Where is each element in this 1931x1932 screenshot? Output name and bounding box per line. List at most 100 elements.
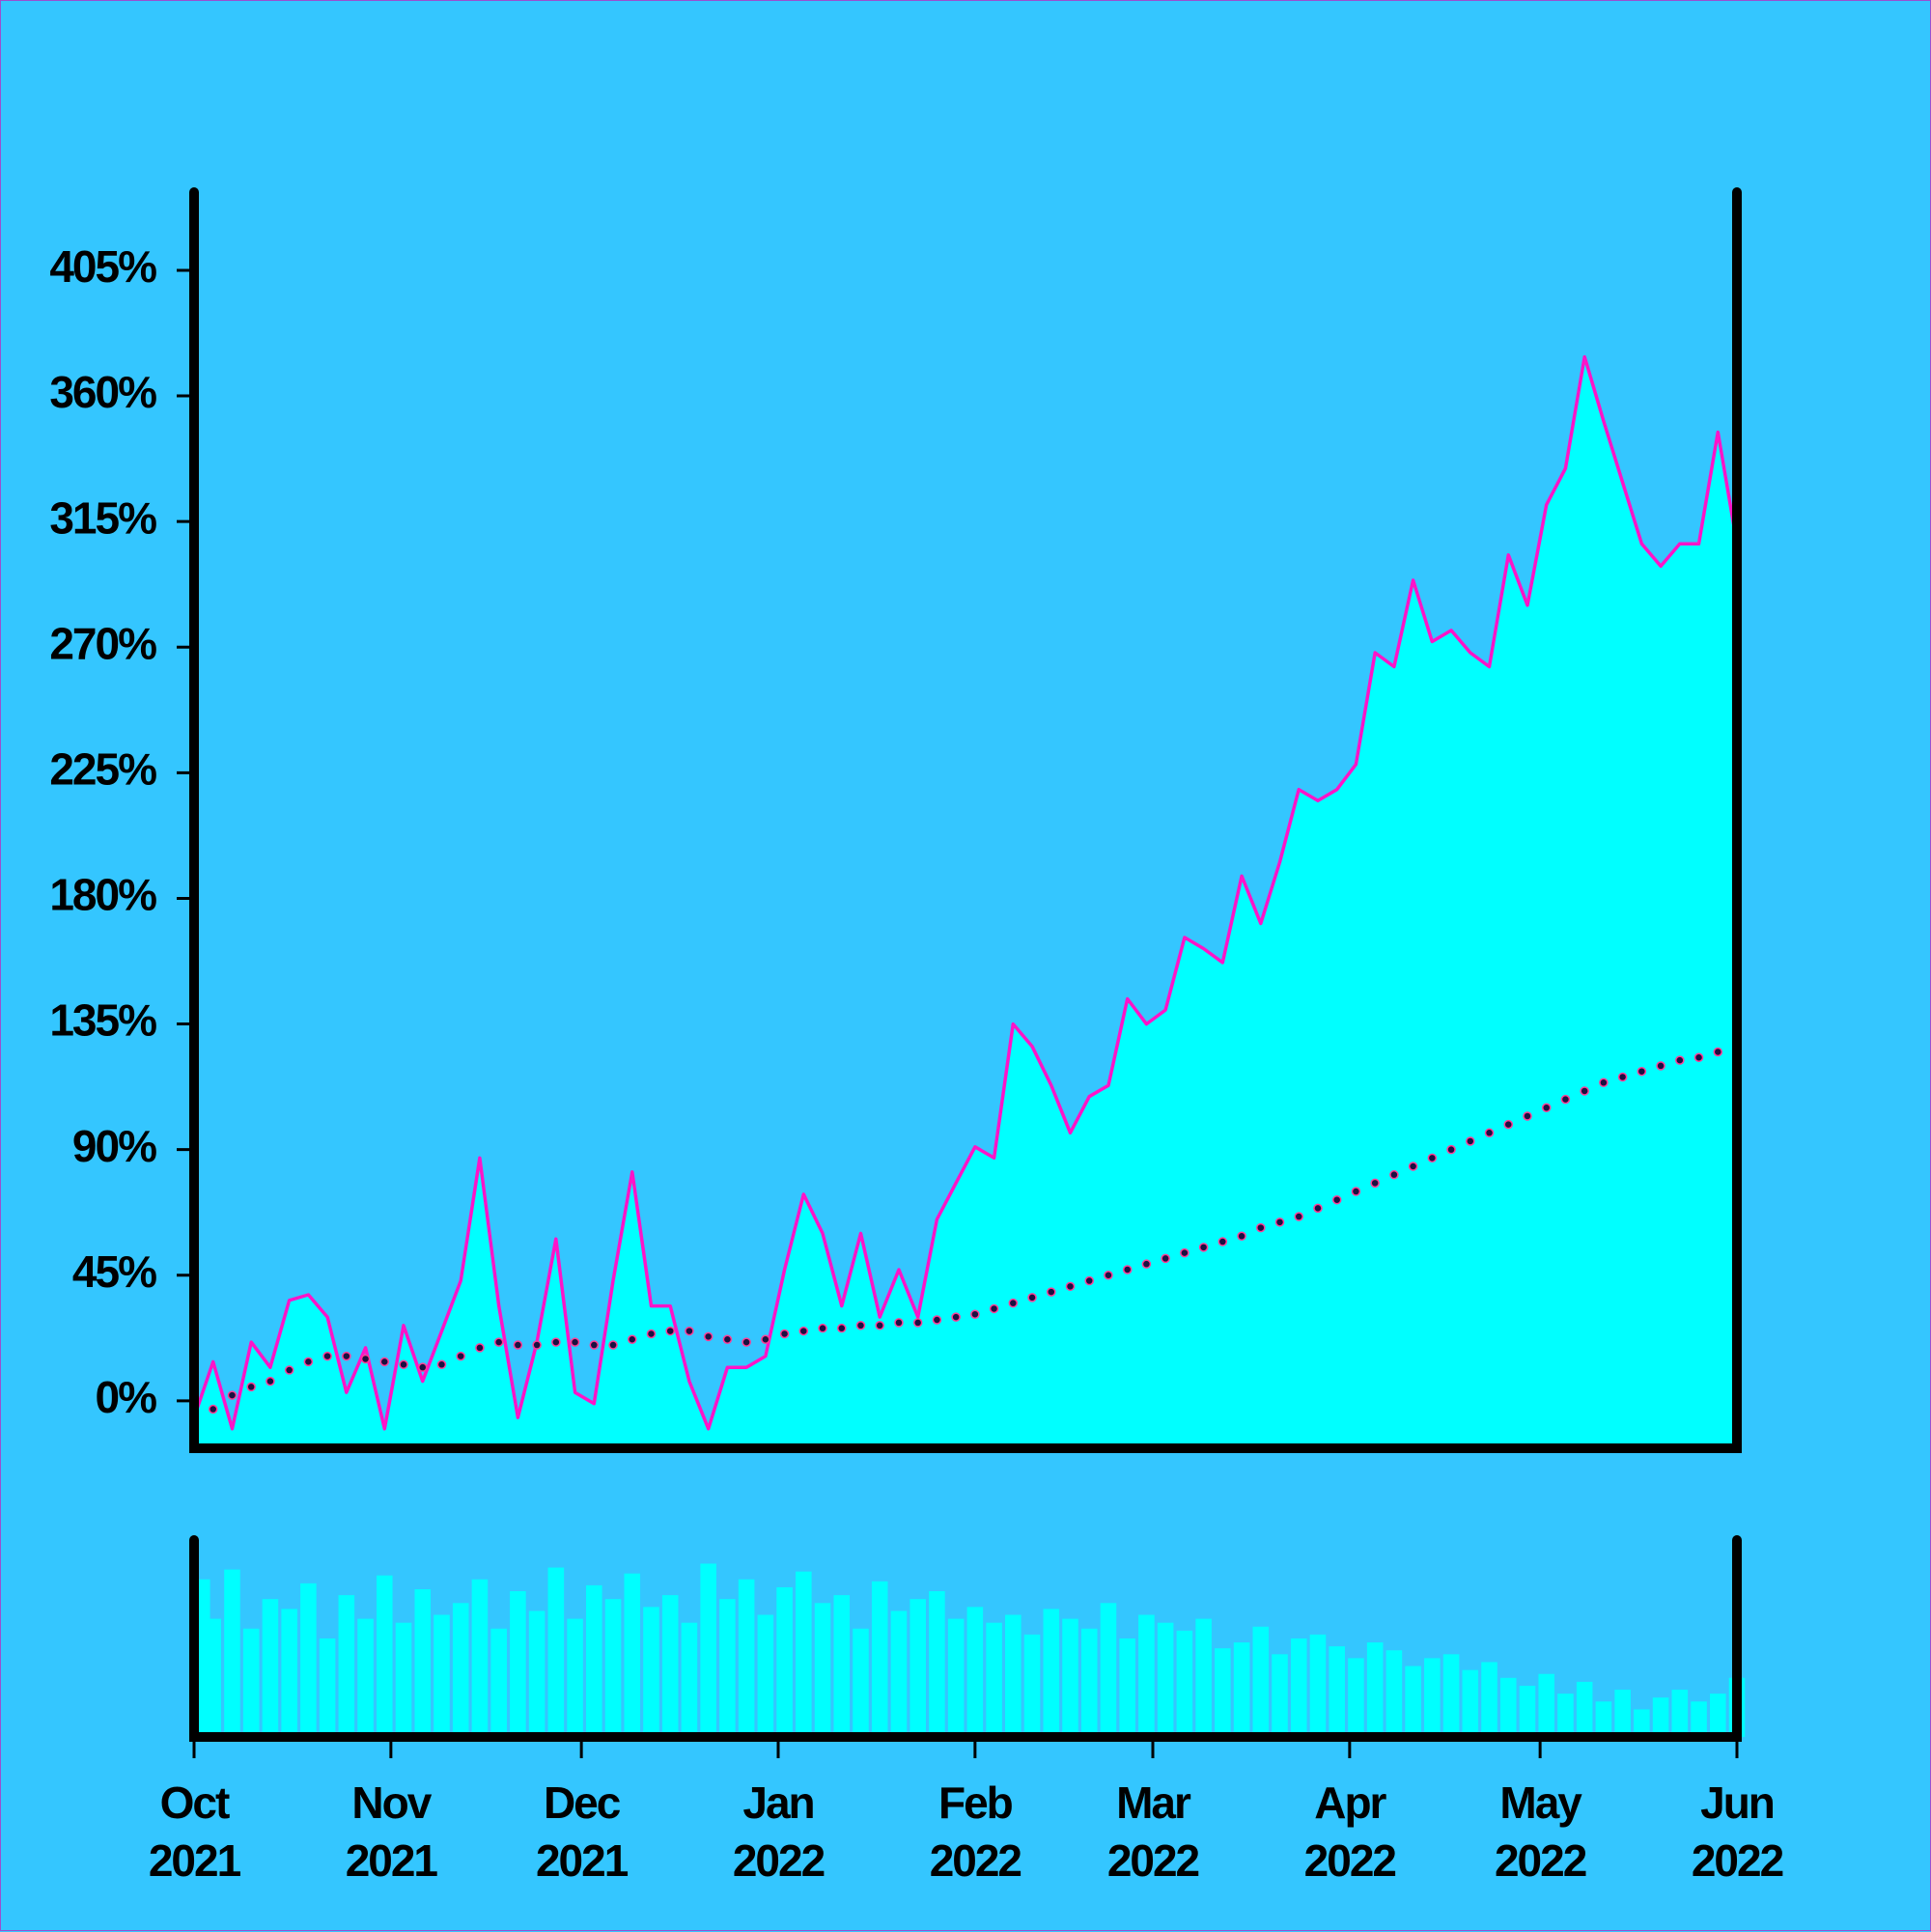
volume-bar bbox=[1671, 1690, 1689, 1737]
volume-bar bbox=[1195, 1618, 1212, 1737]
volume-bar bbox=[510, 1591, 526, 1737]
volume-bar bbox=[624, 1573, 641, 1737]
average-dot bbox=[246, 1382, 256, 1392]
volume-bar bbox=[1652, 1697, 1669, 1737]
x-tick-label: Jun 2022 bbox=[1691, 1778, 1784, 1886]
average-dot bbox=[589, 1340, 600, 1350]
average-dot bbox=[493, 1337, 504, 1347]
average-dot bbox=[1408, 1162, 1418, 1171]
volume-bar bbox=[1100, 1603, 1117, 1737]
volume-bar bbox=[1634, 1709, 1650, 1737]
average-dot bbox=[989, 1303, 999, 1314]
average-dot bbox=[912, 1318, 923, 1328]
volume-bar bbox=[281, 1609, 297, 1737]
average-dot bbox=[1484, 1128, 1495, 1138]
volume-bar bbox=[757, 1614, 774, 1737]
volume-bar bbox=[1709, 1694, 1726, 1737]
average-dot bbox=[1065, 1281, 1076, 1292]
volume-bar bbox=[377, 1575, 393, 1737]
average-dot bbox=[208, 1404, 218, 1414]
volume-bar bbox=[395, 1622, 412, 1737]
y-tick-label: 135% bbox=[49, 995, 156, 1046]
y-tick-label: 405% bbox=[49, 241, 156, 292]
volume-bar bbox=[1119, 1638, 1135, 1737]
volume-bar bbox=[1576, 1681, 1593, 1737]
volume-bar bbox=[1043, 1609, 1060, 1737]
volume-bar bbox=[1405, 1666, 1421, 1737]
y-tick-label: 225% bbox=[49, 744, 156, 795]
average-dot bbox=[628, 1334, 637, 1344]
y-tick-label: 0% bbox=[96, 1372, 157, 1422]
volume-bar bbox=[452, 1603, 469, 1737]
volume-bar bbox=[262, 1599, 279, 1737]
average-dot bbox=[322, 1351, 332, 1361]
volume-bar bbox=[1519, 1685, 1536, 1737]
x-tick-label: Jan 2022 bbox=[732, 1778, 826, 1886]
volume-bar bbox=[929, 1591, 945, 1737]
average-dot bbox=[951, 1312, 961, 1322]
average-dot bbox=[1084, 1275, 1094, 1286]
volume-bar bbox=[1348, 1658, 1364, 1737]
average-dot bbox=[1466, 1136, 1475, 1146]
volume-bar bbox=[1481, 1662, 1497, 1737]
volume-bar bbox=[947, 1618, 965, 1737]
volume-bar bbox=[890, 1610, 908, 1737]
average-dot bbox=[1294, 1212, 1303, 1221]
average-dot bbox=[1274, 1218, 1285, 1227]
volume-bar bbox=[1595, 1701, 1612, 1737]
volume-bar bbox=[796, 1571, 812, 1737]
average-dot bbox=[1446, 1144, 1456, 1155]
average-dot bbox=[1580, 1086, 1589, 1096]
volume-bar bbox=[434, 1614, 450, 1737]
average-dot bbox=[342, 1351, 351, 1361]
average-dot bbox=[266, 1376, 275, 1386]
average-dot bbox=[303, 1357, 314, 1367]
volume-bar bbox=[1557, 1694, 1574, 1737]
average-dot bbox=[417, 1362, 428, 1372]
average-dot bbox=[1217, 1237, 1228, 1246]
average-dot bbox=[855, 1321, 866, 1330]
volume-bar bbox=[643, 1607, 659, 1737]
average-dot bbox=[1008, 1298, 1019, 1308]
y-tick-label: 360% bbox=[49, 367, 156, 417]
volume-bar bbox=[1329, 1646, 1345, 1737]
x-tick-label: Apr 2022 bbox=[1303, 1778, 1397, 1886]
volume-bar bbox=[661, 1595, 679, 1737]
y-tick-label: 315% bbox=[49, 492, 156, 543]
average-dot bbox=[456, 1351, 465, 1361]
average-dot bbox=[646, 1329, 657, 1339]
volume-bar bbox=[1462, 1669, 1479, 1737]
y-tick-label: 270% bbox=[49, 618, 156, 668]
average-dot bbox=[894, 1318, 904, 1328]
average-dot bbox=[1675, 1055, 1685, 1065]
volume-bar bbox=[910, 1599, 926, 1737]
average-dot bbox=[1198, 1243, 1209, 1252]
volume-bar bbox=[700, 1563, 716, 1737]
plot-frame bbox=[189, 187, 1742, 1453]
average-dot bbox=[779, 1329, 790, 1339]
volume-bar bbox=[814, 1603, 831, 1737]
volume-bar bbox=[1290, 1638, 1307, 1737]
volume-bar bbox=[414, 1589, 432, 1737]
average-dot bbox=[1351, 1187, 1361, 1196]
average-dot bbox=[932, 1315, 942, 1325]
line bbox=[194, 354, 1737, 1431]
volume-bar bbox=[1309, 1634, 1327, 1737]
volume-bar bbox=[1157, 1622, 1174, 1737]
volume-bar bbox=[586, 1584, 602, 1737]
volume-bar bbox=[319, 1638, 336, 1737]
average-dot bbox=[703, 1331, 714, 1342]
average-dot bbox=[837, 1323, 847, 1333]
average-dot bbox=[970, 1309, 980, 1319]
average-dot bbox=[1104, 1271, 1113, 1280]
average-dot bbox=[1180, 1247, 1189, 1258]
volume-bar bbox=[567, 1618, 583, 1737]
volume-bar bbox=[681, 1622, 698, 1737]
volume-bar bbox=[1424, 1658, 1441, 1737]
average-dot bbox=[761, 1334, 770, 1344]
average-dot bbox=[570, 1337, 580, 1347]
volume-bar bbox=[490, 1628, 507, 1737]
volume-bar bbox=[300, 1582, 317, 1737]
